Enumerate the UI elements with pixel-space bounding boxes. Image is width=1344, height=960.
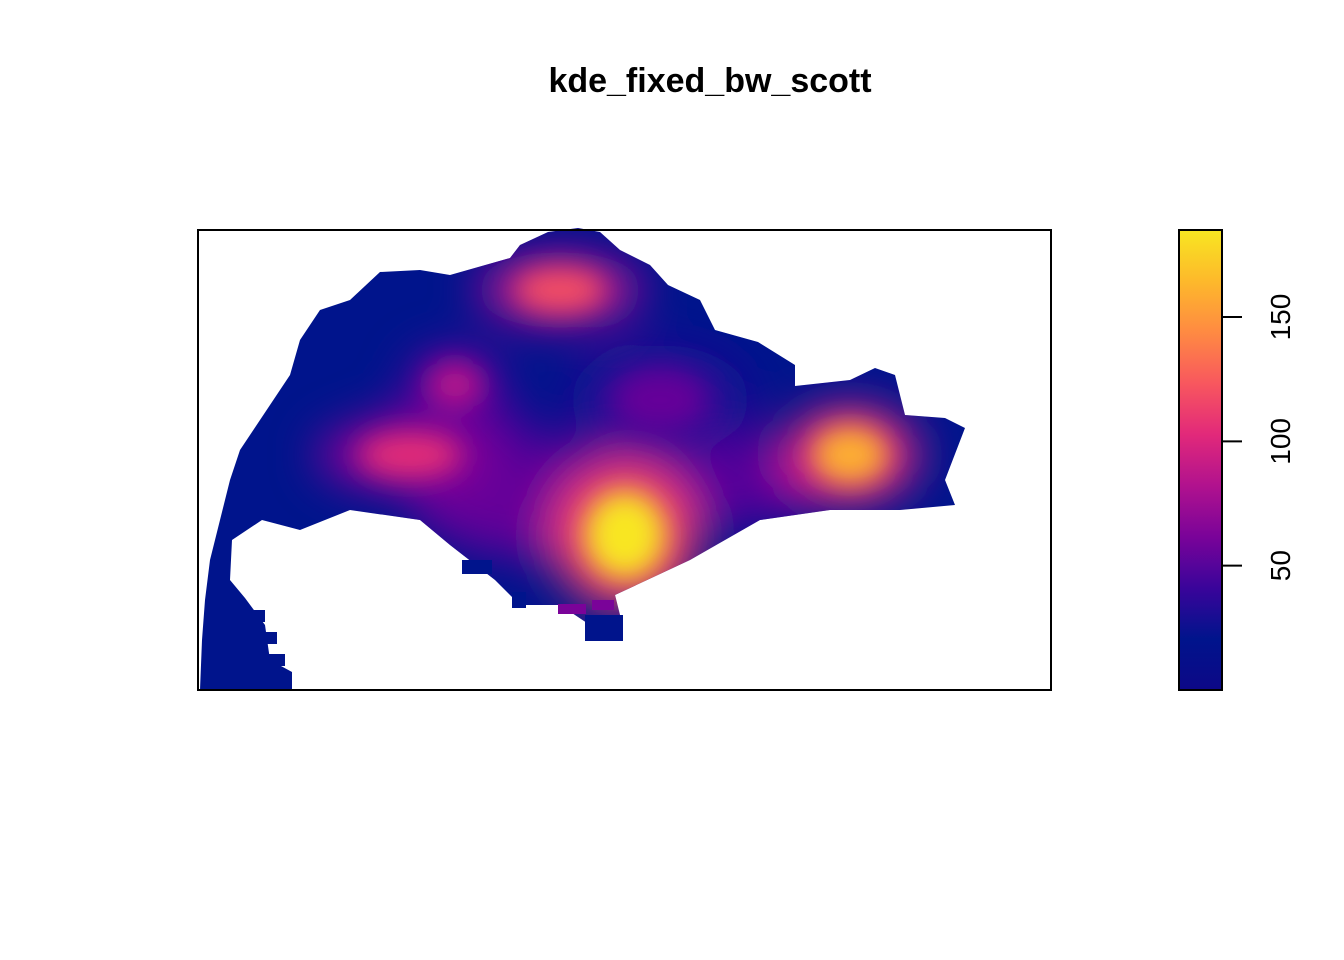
chart-title: kde_fixed_bw_scott bbox=[548, 62, 871, 100]
colorbar-tick-label: 100 bbox=[1265, 418, 1296, 465]
color-legend: 50 100 150 bbox=[1178, 229, 1296, 691]
coastline-fragments bbox=[205, 560, 623, 666]
density-hotspot-core bbox=[811, 425, 889, 485]
density-hotspot-core bbox=[610, 367, 710, 433]
colorbar-frame bbox=[1178, 229, 1223, 691]
density-hotspot-core bbox=[357, 432, 463, 478]
plot-frame bbox=[197, 229, 1052, 691]
density-hotspot-core bbox=[513, 267, 607, 313]
colorbar-tick-label: 150 bbox=[1265, 294, 1296, 341]
density-hotspot-core bbox=[427, 362, 483, 408]
density-hotspot-core bbox=[583, 490, 667, 580]
colorbar-gradient bbox=[1179, 230, 1222, 690]
colorbar-tick-label: 50 bbox=[1265, 550, 1296, 581]
